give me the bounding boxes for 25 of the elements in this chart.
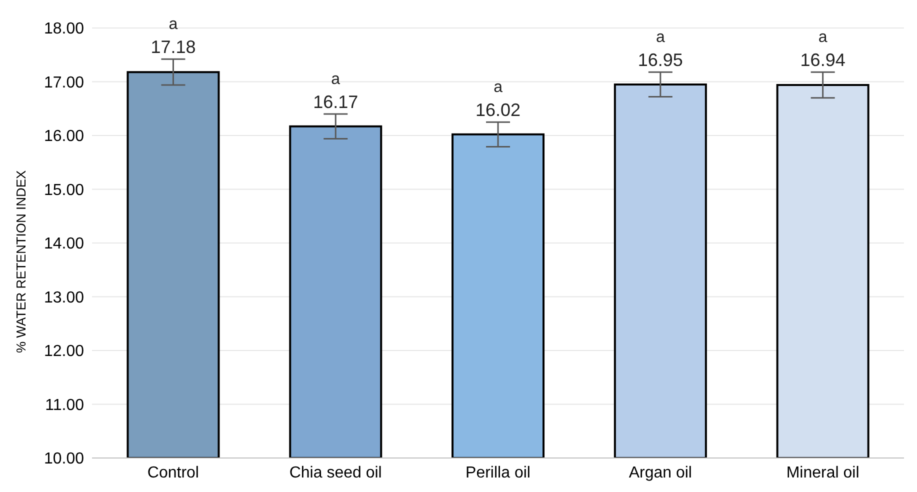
x-tick-label: Mineral oil xyxy=(786,464,860,482)
data-label: 16.95 xyxy=(638,50,683,70)
y-tick-label: 18.00 xyxy=(44,20,84,38)
y-tick-label: 17.00 xyxy=(44,74,84,92)
x-tick-label: Argan oil xyxy=(628,464,692,482)
annotation: a xyxy=(331,71,340,88)
y-tick-label: 12.00 xyxy=(44,343,84,360)
annotation: a xyxy=(494,79,503,96)
x-tick-label: Perilla oil xyxy=(466,464,530,482)
y-axis-title: % WATER RETENTION INDEX xyxy=(14,170,29,353)
data-label: 17.18 xyxy=(150,37,196,58)
data-label: 16.02 xyxy=(476,100,521,120)
y-tick-label: 13.00 xyxy=(44,289,84,306)
y-tick-label: 10.00 xyxy=(44,450,84,468)
y-tick-label: 16.00 xyxy=(44,128,84,146)
data-label: 16.17 xyxy=(313,92,358,112)
annotation: a xyxy=(656,29,665,46)
y-tick-label: 14.00 xyxy=(44,236,84,253)
annotation: a xyxy=(818,29,828,46)
data-label: 16.94 xyxy=(800,50,846,70)
y-tick-label: 15.00 xyxy=(44,182,84,199)
x-tick-label: Chia seed oil xyxy=(289,464,382,482)
annotation: a xyxy=(168,16,178,34)
x-tick-label: Control xyxy=(147,464,199,482)
y-tick-label: 11.00 xyxy=(45,396,84,414)
